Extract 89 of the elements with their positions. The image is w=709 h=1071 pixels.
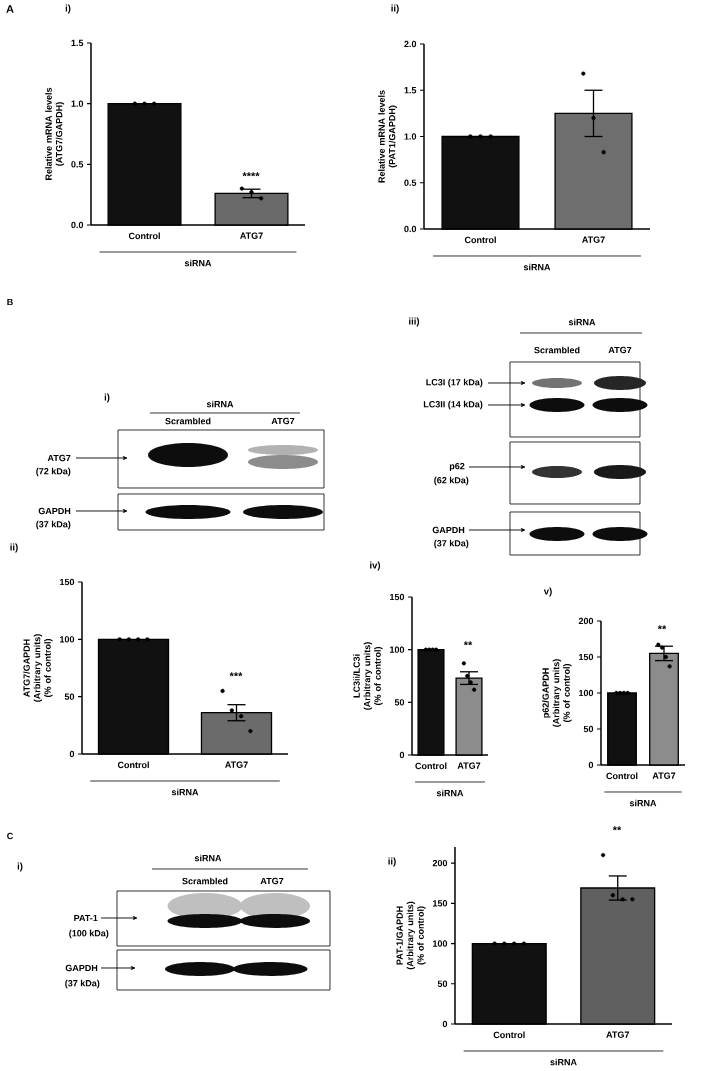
text: LC3I (17 kDa) <box>426 378 483 388</box>
x-tick-label: Control <box>117 761 149 769</box>
y-axis-title: p62/GAPDH (Arbitrary units) (% of control) <box>542 659 572 727</box>
text: LC3II (14 kDa) <box>423 400 483 410</box>
y-tick-label: 0 <box>399 751 405 759</box>
y-tick-label: 0.0 <box>71 221 84 229</box>
y-tick-label: 0.0 <box>404 225 417 233</box>
text: (37 kDa) <box>434 539 469 549</box>
x-axis-title: siRNA <box>171 788 199 796</box>
text: ATG7 <box>271 417 295 425</box>
text: siRNA <box>206 400 234 408</box>
text: siRNA <box>568 318 596 326</box>
y-tick-label: 200 <box>578 617 594 625</box>
x-tick-label: Control <box>128 232 160 240</box>
x-tick-label: Control <box>606 772 638 780</box>
text: i) <box>17 862 23 872</box>
text: B <box>7 298 13 306</box>
text: (37 kDa) <box>36 520 71 530</box>
y-tick-label: 150 <box>433 900 448 907</box>
annotation: **** <box>242 172 260 177</box>
x-tick-label: ATG7 <box>240 232 263 239</box>
x-axis-title: siRNA <box>550 1058 577 1066</box>
chart-title: ii) <box>10 543 18 553</box>
text: A <box>6 5 14 13</box>
y-tick-label: 50 <box>437 980 448 987</box>
y-tick-label: 1.0 <box>404 133 417 140</box>
chart-title: ii) <box>391 4 399 14</box>
x-axis-title: siRNA <box>523 263 551 271</box>
x-tick-label: Control <box>415 762 447 770</box>
x-axis-title: siRNA <box>629 799 657 807</box>
text: p62 <box>449 462 465 472</box>
y-tick-label: 150 <box>579 653 594 661</box>
text: ATG7 <box>260 877 284 885</box>
text: (62 kDa) <box>434 476 469 486</box>
y-tick-label: 100 <box>390 646 405 653</box>
y-tick-label: 1.5 <box>404 87 417 94</box>
text: ATG7 <box>47 454 71 462</box>
y-tick-label: 50 <box>394 699 405 706</box>
text: ** <box>612 826 622 831</box>
text: (100 kDa) <box>69 929 109 939</box>
text: GAPDH <box>432 526 465 534</box>
text: (72 kDa) <box>36 467 71 477</box>
text: C <box>7 832 14 840</box>
y-tick-label: 1.0 <box>71 100 84 107</box>
text: (37 kDa) <box>65 979 100 989</box>
text: GAPDH <box>65 964 98 972</box>
y-tick-label: 0.5 <box>71 161 84 168</box>
y-tick-label: 0 <box>442 1020 448 1028</box>
text: GAPDH <box>38 507 71 515</box>
text: Scrambled <box>182 877 228 885</box>
chart-title: v) <box>543 587 552 597</box>
text: PAT-1 <box>74 914 98 922</box>
x-tick-label: ATG7 <box>225 761 248 768</box>
annotation: ** <box>463 641 473 646</box>
text: Scrambled <box>165 417 211 425</box>
text: siRNA <box>194 854 222 862</box>
y-tick-label: 50 <box>583 725 594 733</box>
text: i) <box>104 393 110 403</box>
text: iii) <box>409 317 420 327</box>
y-tick-label: 0.5 <box>404 179 417 186</box>
y-tick-label: 100 <box>579 689 594 697</box>
text: Scrambled <box>534 346 580 354</box>
y-tick-label: 1.5 <box>71 39 84 47</box>
x-tick-label: Control <box>464 236 496 244</box>
annotation: *** <box>229 672 243 677</box>
y-axis-title: PAT-1/GAPDH (Arbitrary units) (% of control) <box>396 901 426 970</box>
text: ATG7 <box>608 346 632 354</box>
text: ii) <box>388 857 396 867</box>
y-tick-label: 50 <box>64 693 75 700</box>
y-tick-label: 0 <box>69 750 75 758</box>
y-axis-title: Relative mRNA levels (PAT1/GAPDH) <box>378 90 398 183</box>
y-axis-title: LC3ii/LC3i (Arbitrary units) (% of control) <box>353 642 383 710</box>
y-tick-label: 200 <box>432 859 448 867</box>
y-tick-label: 2.0 <box>404 40 417 48</box>
x-axis-title: siRNA <box>184 259 212 267</box>
y-axis-title: ATG7/GAPDH (Arbitrary units) (% of control) <box>23 634 53 702</box>
y-tick-label: 0 <box>588 761 594 769</box>
x-tick-label: ATG7 <box>457 762 481 769</box>
y-tick-label: 150 <box>60 578 75 586</box>
chart-title: iv) <box>370 561 381 571</box>
x-tick-label: Control <box>493 1031 525 1039</box>
annotation: ** <box>657 625 667 630</box>
x-axis-title: siRNA <box>436 789 464 797</box>
y-tick-label: 150 <box>390 593 405 601</box>
x-tick-label: ATG7 <box>582 236 605 243</box>
y-axis-title: Relative mRNA levels (ATG7/GAPDH) <box>45 87 65 180</box>
y-tick-label: 100 <box>433 940 448 947</box>
y-tick-label: 100 <box>60 636 75 643</box>
chart-title: i) <box>65 4 71 14</box>
